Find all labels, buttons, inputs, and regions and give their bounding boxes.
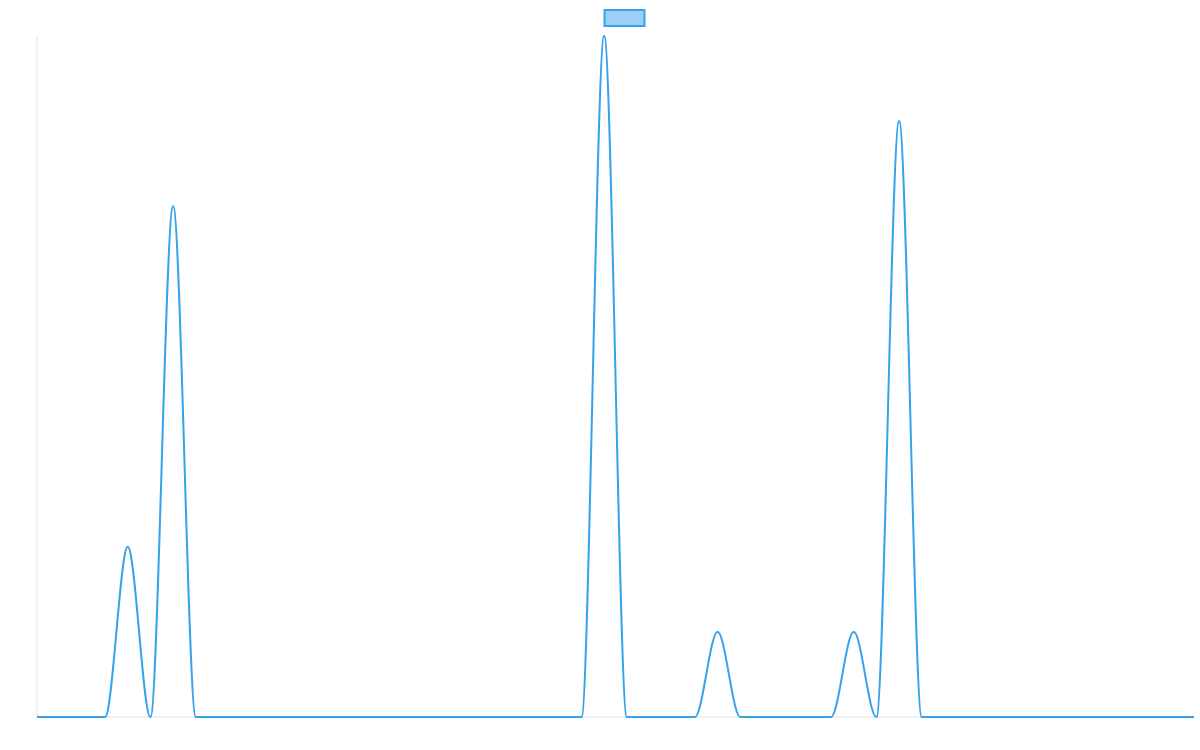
legend[interactable] — [603, 9, 646, 27]
legend-item[interactable] — [603, 9, 646, 27]
series-line — [36, 35, 1194, 719]
legend-swatch — [603, 9, 646, 27]
series-layer — [36, 35, 1194, 719]
